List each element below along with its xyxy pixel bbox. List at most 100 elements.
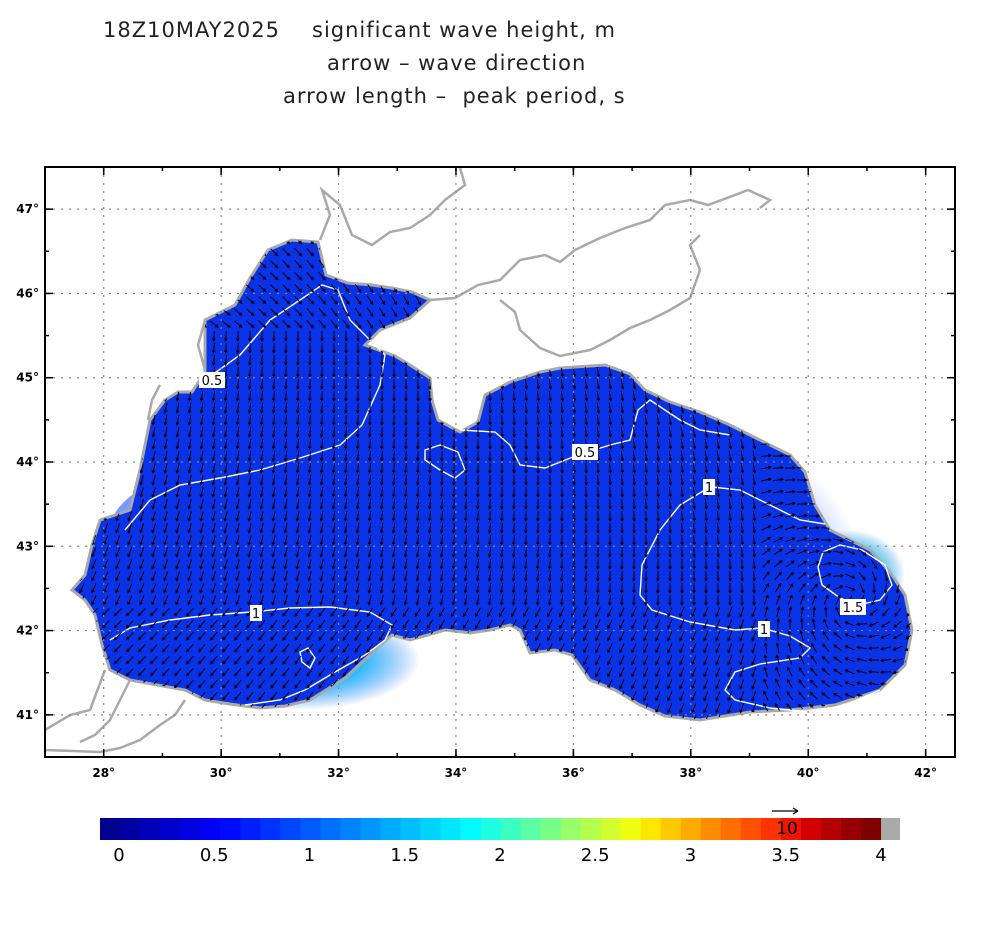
wave-arrow bbox=[572, 402, 577, 415]
wave-arrow bbox=[620, 342, 625, 354]
wave-arrow bbox=[773, 262, 784, 267]
wave-arrow bbox=[644, 367, 649, 378]
wave-arrow bbox=[583, 631, 589, 642]
wave-arrow bbox=[500, 426, 504, 439]
wave-arrow bbox=[760, 406, 773, 410]
wave-arrow bbox=[596, 523, 600, 535]
wave-arrow bbox=[869, 381, 880, 387]
wave-arrow bbox=[187, 450, 192, 462]
wave-arrow bbox=[271, 487, 276, 498]
wave-arrow bbox=[415, 319, 421, 330]
wave-arrow bbox=[785, 358, 796, 363]
wave-arrow bbox=[354, 319, 362, 329]
wave-arrow bbox=[271, 595, 276, 606]
wave-arrow bbox=[271, 463, 276, 474]
wave-arrow bbox=[680, 306, 684, 319]
wave-arrow bbox=[161, 655, 170, 665]
wave-arrow bbox=[560, 414, 565, 427]
wave-arrow bbox=[832, 717, 843, 720]
wave-arrow bbox=[881, 344, 892, 352]
wave-arrow bbox=[366, 259, 374, 269]
wave-arrow bbox=[620, 546, 624, 559]
wave-arrow bbox=[905, 404, 912, 412]
wave-arrow bbox=[89, 656, 98, 665]
wave-arrow bbox=[344, 402, 348, 415]
wave-arrow bbox=[199, 499, 204, 510]
wave-arrow bbox=[752, 522, 757, 535]
wave-arrow bbox=[751, 331, 757, 342]
wave-arrow bbox=[115, 355, 120, 366]
wave-arrow bbox=[524, 247, 529, 258]
wave-arrow bbox=[139, 415, 144, 426]
wave-arrow bbox=[904, 682, 912, 687]
wave-arrow bbox=[704, 558, 708, 571]
wave-arrow bbox=[905, 332, 912, 340]
wave-arrow bbox=[607, 594, 612, 607]
wave-arrow bbox=[751, 667, 757, 678]
wave-arrow bbox=[548, 318, 553, 330]
wave-arrow bbox=[728, 367, 733, 378]
wave-arrow bbox=[547, 546, 552, 559]
wave-arrow bbox=[306, 259, 315, 269]
wave-arrow bbox=[211, 427, 216, 438]
wave-arrow bbox=[403, 307, 410, 318]
lon-label: 42° bbox=[914, 766, 937, 780]
wave-arrow bbox=[380, 402, 384, 415]
wave-arrow bbox=[511, 631, 517, 642]
wave-arrow bbox=[72, 487, 73, 498]
wave-arrow bbox=[342, 643, 350, 653]
wave-arrow bbox=[127, 403, 132, 414]
wave-arrow bbox=[294, 691, 302, 701]
wave-arrow bbox=[668, 427, 673, 438]
wave-arrow bbox=[91, 390, 96, 402]
wave-arrow bbox=[115, 523, 121, 534]
wave-arrow bbox=[656, 318, 660, 331]
wave-arrow bbox=[632, 342, 637, 354]
wave-arrow bbox=[596, 510, 600, 523]
wave-arrow bbox=[199, 559, 205, 570]
wave-arrow bbox=[330, 259, 338, 269]
wave-arrow bbox=[79, 451, 84, 462]
wave-arrow bbox=[319, 511, 324, 522]
wave-arrow bbox=[881, 440, 891, 448]
wave-arrow bbox=[692, 403, 697, 414]
wave-arrow bbox=[740, 570, 745, 583]
wave-arrow bbox=[103, 343, 108, 354]
wave-arrow bbox=[620, 535, 624, 547]
wave-arrow bbox=[560, 438, 565, 451]
wave-arrow bbox=[667, 655, 673, 666]
wave-arrow bbox=[845, 240, 856, 243]
wave-arrow bbox=[716, 439, 721, 450]
wave-arrow bbox=[197, 308, 207, 316]
wave-arrow bbox=[197, 679, 206, 689]
wave-arrow bbox=[680, 522, 685, 535]
wave-arrow bbox=[607, 619, 613, 630]
wave-arrow bbox=[668, 319, 672, 331]
wave-arrow bbox=[161, 607, 170, 617]
wave-arrow bbox=[784, 466, 797, 470]
wave-arrow bbox=[595, 691, 601, 702]
wave-arrow bbox=[307, 523, 312, 534]
wave-arrow bbox=[535, 546, 540, 559]
wave-arrow bbox=[796, 501, 809, 506]
wave-arrow bbox=[101, 249, 112, 255]
wave-arrow bbox=[163, 523, 168, 534]
wave-arrow bbox=[125, 261, 136, 267]
wave-arrow bbox=[247, 475, 252, 486]
wave-arrow bbox=[833, 369, 844, 375]
wave-arrow bbox=[761, 274, 772, 279]
wave-arrow bbox=[632, 498, 637, 511]
wave-arrow bbox=[474, 715, 481, 720]
wave-arrow bbox=[715, 715, 721, 720]
wave-arrow bbox=[416, 330, 421, 343]
wave-arrow bbox=[367, 523, 372, 534]
wave-arrow bbox=[451, 498, 456, 511]
wave-arrow bbox=[856, 669, 868, 674]
wave-arrow bbox=[487, 510, 492, 523]
wave-arrow bbox=[235, 571, 240, 582]
wave-arrow bbox=[523, 570, 528, 583]
wave-arrow bbox=[869, 309, 880, 315]
wave-arrow bbox=[187, 391, 192, 402]
wave-arrow bbox=[283, 463, 288, 474]
wave-arrow bbox=[163, 366, 168, 379]
